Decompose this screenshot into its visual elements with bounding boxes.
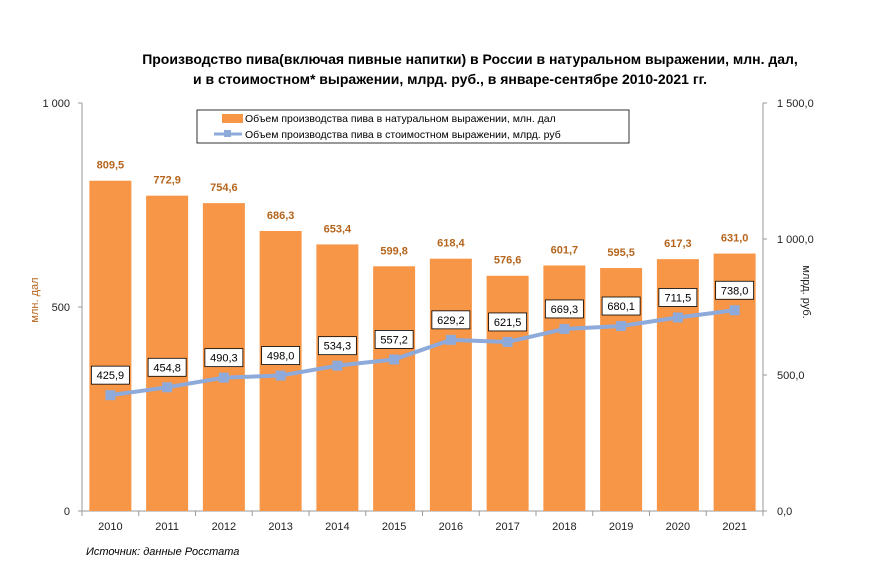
bar-value-label: 576,6	[494, 255, 522, 267]
line-value-label: 557,2	[380, 334, 408, 346]
legend: Объем производства пива в натуральном вы…	[196, 109, 630, 144]
line-value-label: 711,5	[665, 292, 692, 304]
line-point	[672, 312, 683, 323]
line-label-box	[261, 346, 301, 365]
left-axis-ticks: 0 500 1 000	[42, 98, 82, 518]
bar-value-label: 772,9	[153, 175, 181, 187]
left-axis-title: млн. дал	[29, 277, 41, 322]
bar-value-label: 653,4	[324, 223, 352, 235]
bar-data-labels: 809,5 772,9 754,6 686,3 653,4 599,8 618,4 576,6…	[97, 160, 749, 267]
line-label-box	[488, 312, 528, 332]
line-point	[729, 305, 740, 316]
line-label-box	[601, 296, 641, 316]
line-point	[616, 321, 627, 332]
right-tick-label: 1 000,0	[777, 234, 814, 246]
x-tick-label: 2017	[495, 521, 519, 533]
line-value-label: 669,3	[551, 304, 579, 316]
bar-value-label: 618,4	[437, 238, 465, 250]
bar-value-label: 809,5	[97, 160, 125, 172]
bar-2017	[486, 275, 529, 511]
line-path	[110, 308, 735, 398]
line-value-label: 629,2	[437, 315, 465, 327]
line-point	[445, 334, 456, 345]
line-point	[559, 323, 570, 334]
x-axis-ticks: 2010 2011 2012 2013 2014 2015 2016 2017 2018 2019…	[81, 511, 764, 533]
line-value-label: 498,0	[267, 351, 295, 363]
line-series	[105, 305, 740, 401]
x-tick-label: 2014	[325, 521, 349, 533]
left-tick-label: 0	[64, 506, 70, 518]
x-tick-label: 2010	[98, 521, 122, 533]
line-label-box	[90, 365, 130, 385]
bar-2016	[429, 258, 472, 511]
legend-bar-swatch	[222, 114, 243, 123]
line-point	[218, 372, 229, 383]
line-data-labels: 425,9 454,8 490,3 498,0 534,3 557,2 629,2 621,5…	[90, 280, 755, 385]
bar-value-label: 631,0	[721, 233, 749, 245]
line-label-box	[544, 299, 584, 319]
line-point	[275, 370, 286, 381]
bar-value-label: 601,7	[551, 245, 579, 257]
line-label-box	[374, 330, 414, 349]
bar-2014	[316, 244, 359, 512]
line-point	[332, 360, 343, 371]
line-value-label: 454,8	[153, 362, 181, 374]
x-tick-label: 2019	[609, 521, 633, 533]
x-tick-label: 2015	[382, 521, 406, 533]
right-tick-label: 1 500,0	[777, 98, 814, 110]
line-value-label: 621,5	[494, 317, 522, 329]
line-point	[502, 336, 513, 347]
bar-value-label: 599,8	[380, 245, 408, 257]
line-value-label: 490,3	[210, 353, 238, 365]
line-label-box	[317, 336, 357, 356]
right-axis-title: млрд. руб.	[800, 265, 812, 318]
x-tick-label: 2012	[212, 521, 236, 533]
bar-value-label: 595,5	[607, 247, 635, 259]
right-tick-label: 500,0	[777, 370, 805, 382]
line-label-box	[715, 280, 755, 300]
legend-bar-label: Объем производства пива в натуральном вы…	[245, 113, 556, 125]
line-value-label: 425,9	[97, 370, 125, 382]
x-tick-label: 2016	[439, 521, 463, 533]
bar-value-label: 617,3	[664, 238, 692, 250]
line-point	[162, 382, 173, 393]
right-axis-ticks: 0,0 500,0 1 000,0 1 500,0	[763, 98, 814, 518]
bar-value-label: 686,3	[267, 210, 295, 222]
line-label-box	[204, 348, 244, 368]
bar-2015	[373, 266, 416, 511]
bar-series	[89, 180, 756, 512]
x-tick-label: 2021	[722, 521, 746, 533]
bar-value-label: 754,6	[210, 182, 238, 194]
chart-title-line1: Производство пива(включая пивные напитки…	[142, 51, 798, 67]
x-tick-label: 2018	[552, 521, 576, 533]
x-tick-label: 2020	[666, 521, 690, 533]
line-value-label: 534,3	[324, 341, 352, 353]
left-tick-label: 1 000	[42, 98, 70, 110]
x-tick-label: 2011	[155, 521, 179, 533]
legend-line-label: Объем производства пива в стоимостном вы…	[245, 129, 561, 141]
bar-2010	[89, 180, 132, 511]
left-tick-label: 500	[52, 302, 70, 314]
line-label-box	[147, 357, 187, 377]
line-point	[105, 390, 116, 401]
source-note: Источник: данные Росстата	[86, 546, 240, 558]
line-value-label: 680,1	[607, 301, 635, 313]
line-value-label: 738,0	[721, 285, 749, 297]
chart-title-line2: и в стоимостном* выражении, млрд. руб., …	[193, 71, 707, 87]
legend-box	[196, 109, 630, 144]
line-label-box	[658, 288, 698, 307]
legend-line-marker	[224, 130, 231, 137]
line-point	[389, 354, 400, 365]
line-label-box	[431, 310, 471, 330]
x-tick-label: 2013	[268, 521, 292, 533]
right-tick-label: 0,0	[777, 506, 792, 518]
bar-2011	[146, 195, 189, 511]
